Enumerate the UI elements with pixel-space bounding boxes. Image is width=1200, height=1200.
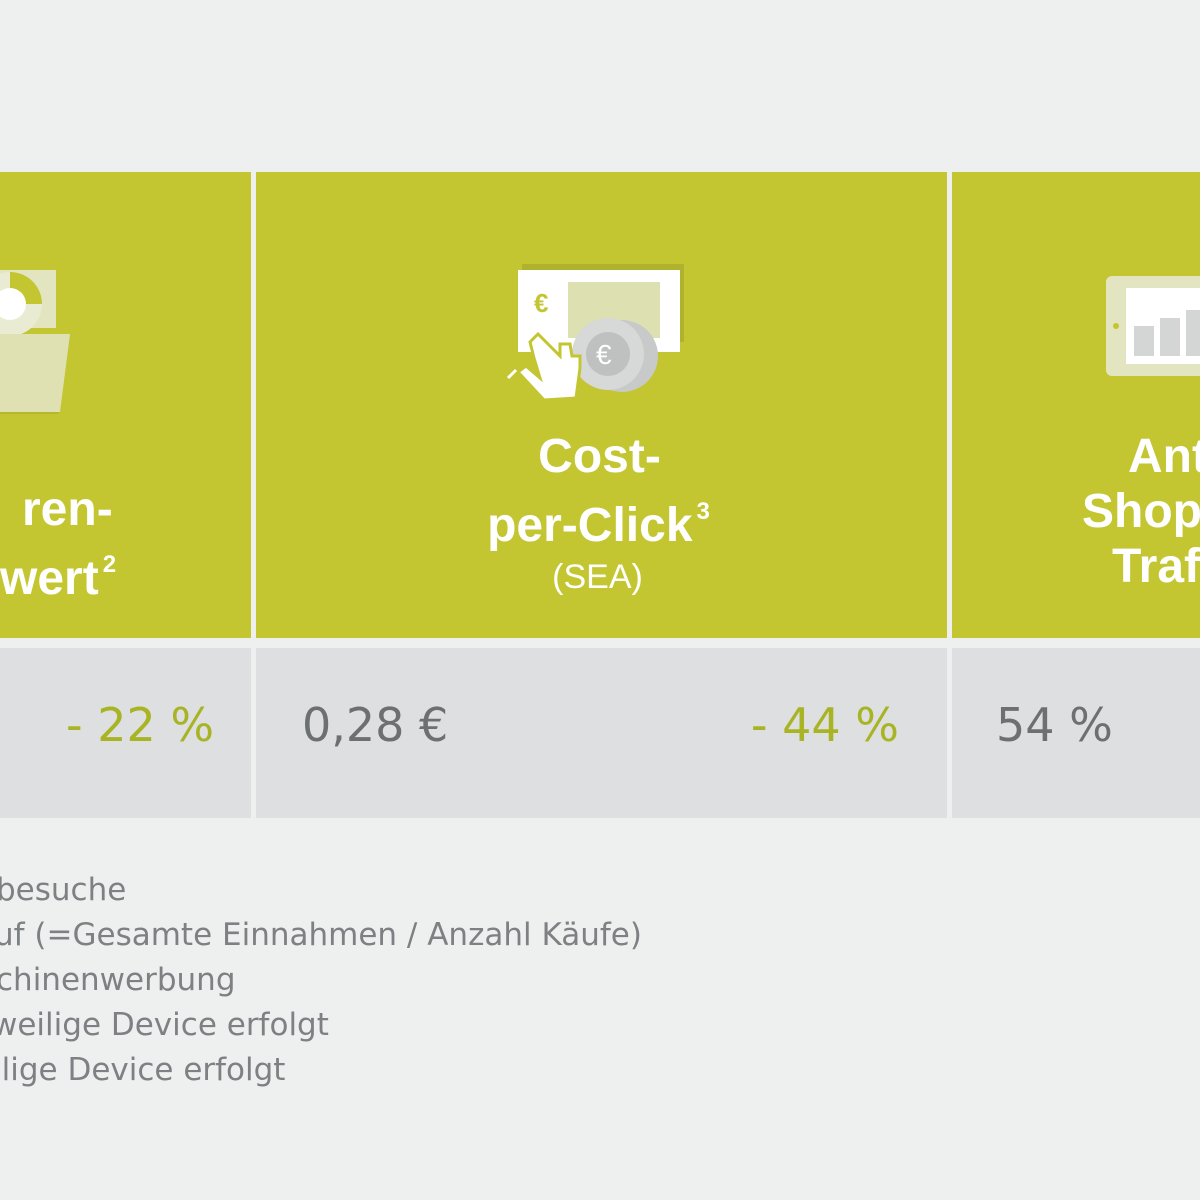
metric-title: Cost- per-Click 3: [256, 429, 947, 553]
metric-column-cost-per-click: € € Cost- per-Click 3 (SEA) 0,28 € - 44 %: [256, 172, 947, 818]
metric-value-cell: 0,28 € - 44 %: [256, 648, 947, 818]
metric-column-shop-traffic: Ant Shop Traf 54 %: [952, 172, 1200, 818]
metric-title-line: Ant: [1128, 430, 1200, 483]
footnote-item: besuche: [0, 872, 127, 908]
metric-header: Ant Shop Traf: [952, 172, 1200, 638]
metric-value: 0,28 €: [302, 698, 449, 752]
euro-click-icon: € €: [506, 264, 684, 402]
metric-change: - 44 %: [750, 698, 899, 752]
footnotes-list: besuche uf (=Gesamte Einnahmen / Anzahl …: [0, 868, 642, 1093]
metric-change: - 22 %: [66, 698, 215, 752]
metric-title-line: Shop: [1082, 485, 1200, 538]
footnote-item: weilige Device erfolgt: [0, 1007, 329, 1043]
footnote-item: uf (=Gesamte Einnahmen / Anzahl Käufe): [0, 917, 642, 953]
metric-title-word: wert: [0, 552, 99, 605]
metric-title-line: per-Click 3: [256, 484, 947, 553]
metric-title-line: Cost-: [538, 430, 661, 483]
metric-title-line: wert 2: [0, 537, 251, 606]
metric-column-order-value: ren- wert 2 - 22 %: [0, 172, 251, 818]
footnote-ref: 2: [102, 551, 117, 578]
metric-title: Ant Shop Traf: [952, 429, 1200, 594]
svg-text:€: €: [596, 339, 612, 370]
footnote-item: chinenwerbung: [0, 962, 236, 998]
footnote-item: ilige Device erfolgt: [0, 1052, 286, 1088]
footnote-ref: 3: [696, 498, 710, 525]
folder-chart-icon: [0, 270, 70, 414]
tablet-chart-icon: [1106, 276, 1200, 376]
metric-value-cell: - 22 %: [0, 648, 251, 818]
metric-title-line: ren-: [22, 483, 113, 536]
metric-title: ren- wert 2: [0, 482, 251, 606]
metric-header: € € Cost- per-Click 3 (SEA): [256, 172, 947, 638]
metric-header: ren- wert 2: [0, 172, 251, 638]
metric-subtitle: (SEA): [552, 558, 643, 596]
svg-text:€: €: [534, 288, 548, 318]
metric-title-line: Traf: [1112, 540, 1200, 593]
metric-value: 54 %: [996, 698, 1113, 752]
metric-value-cell: 54 %: [952, 648, 1200, 818]
metric-title-word: per-Click: [487, 499, 693, 552]
